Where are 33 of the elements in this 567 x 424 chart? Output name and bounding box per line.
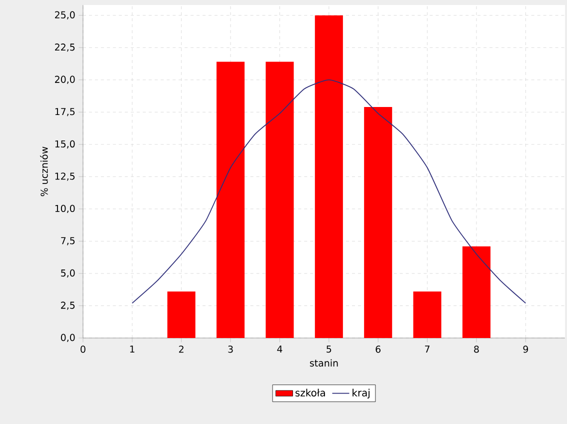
y-tick-label: 12,5 (55, 172, 75, 181)
y-tick-label: 7,5 (61, 237, 75, 246)
y-tick-label: 20,0 (55, 76, 75, 84)
x-tick-label: 6 (376, 346, 381, 353)
bar (266, 62, 294, 338)
y-tick-label: 22,5 (55, 44, 75, 52)
x-axis-title: stanin (310, 359, 338, 367)
bar (314, 15, 343, 338)
bar (364, 106, 392, 338)
y-tick-label: 10,0 (55, 204, 75, 213)
x-tick-label: 4 (277, 346, 282, 353)
y-axis-title: % uczniów (40, 146, 48, 196)
x-tick-label: 9 (523, 346, 528, 353)
bar (167, 292, 196, 338)
y-tick-label: 25,0 (55, 11, 75, 20)
legend-label: szkoła (296, 388, 325, 397)
bar (216, 62, 245, 338)
x-tick-label: 0 (80, 346, 86, 353)
y-tick-label: 5,0 (61, 269, 75, 278)
bar (462, 246, 490, 338)
bar (413, 292, 442, 338)
x-tick-label: 1 (130, 346, 134, 353)
legend-label: kraj (352, 388, 370, 398)
x-tick-label: 5 (326, 346, 332, 353)
x-tick-label: 8 (474, 346, 479, 353)
y-tick-label: 17,5 (55, 108, 75, 116)
line-series (132, 79, 526, 304)
y-tick-label: 15,0 (55, 140, 75, 148)
y-tick-label: 2,5 (61, 302, 75, 310)
x-tick-label: 3 (228, 346, 233, 353)
y-tick-label: 0,0 (60, 334, 75, 342)
x-tick-label: 7 (425, 346, 430, 353)
x-tick-label: 2 (179, 346, 184, 353)
